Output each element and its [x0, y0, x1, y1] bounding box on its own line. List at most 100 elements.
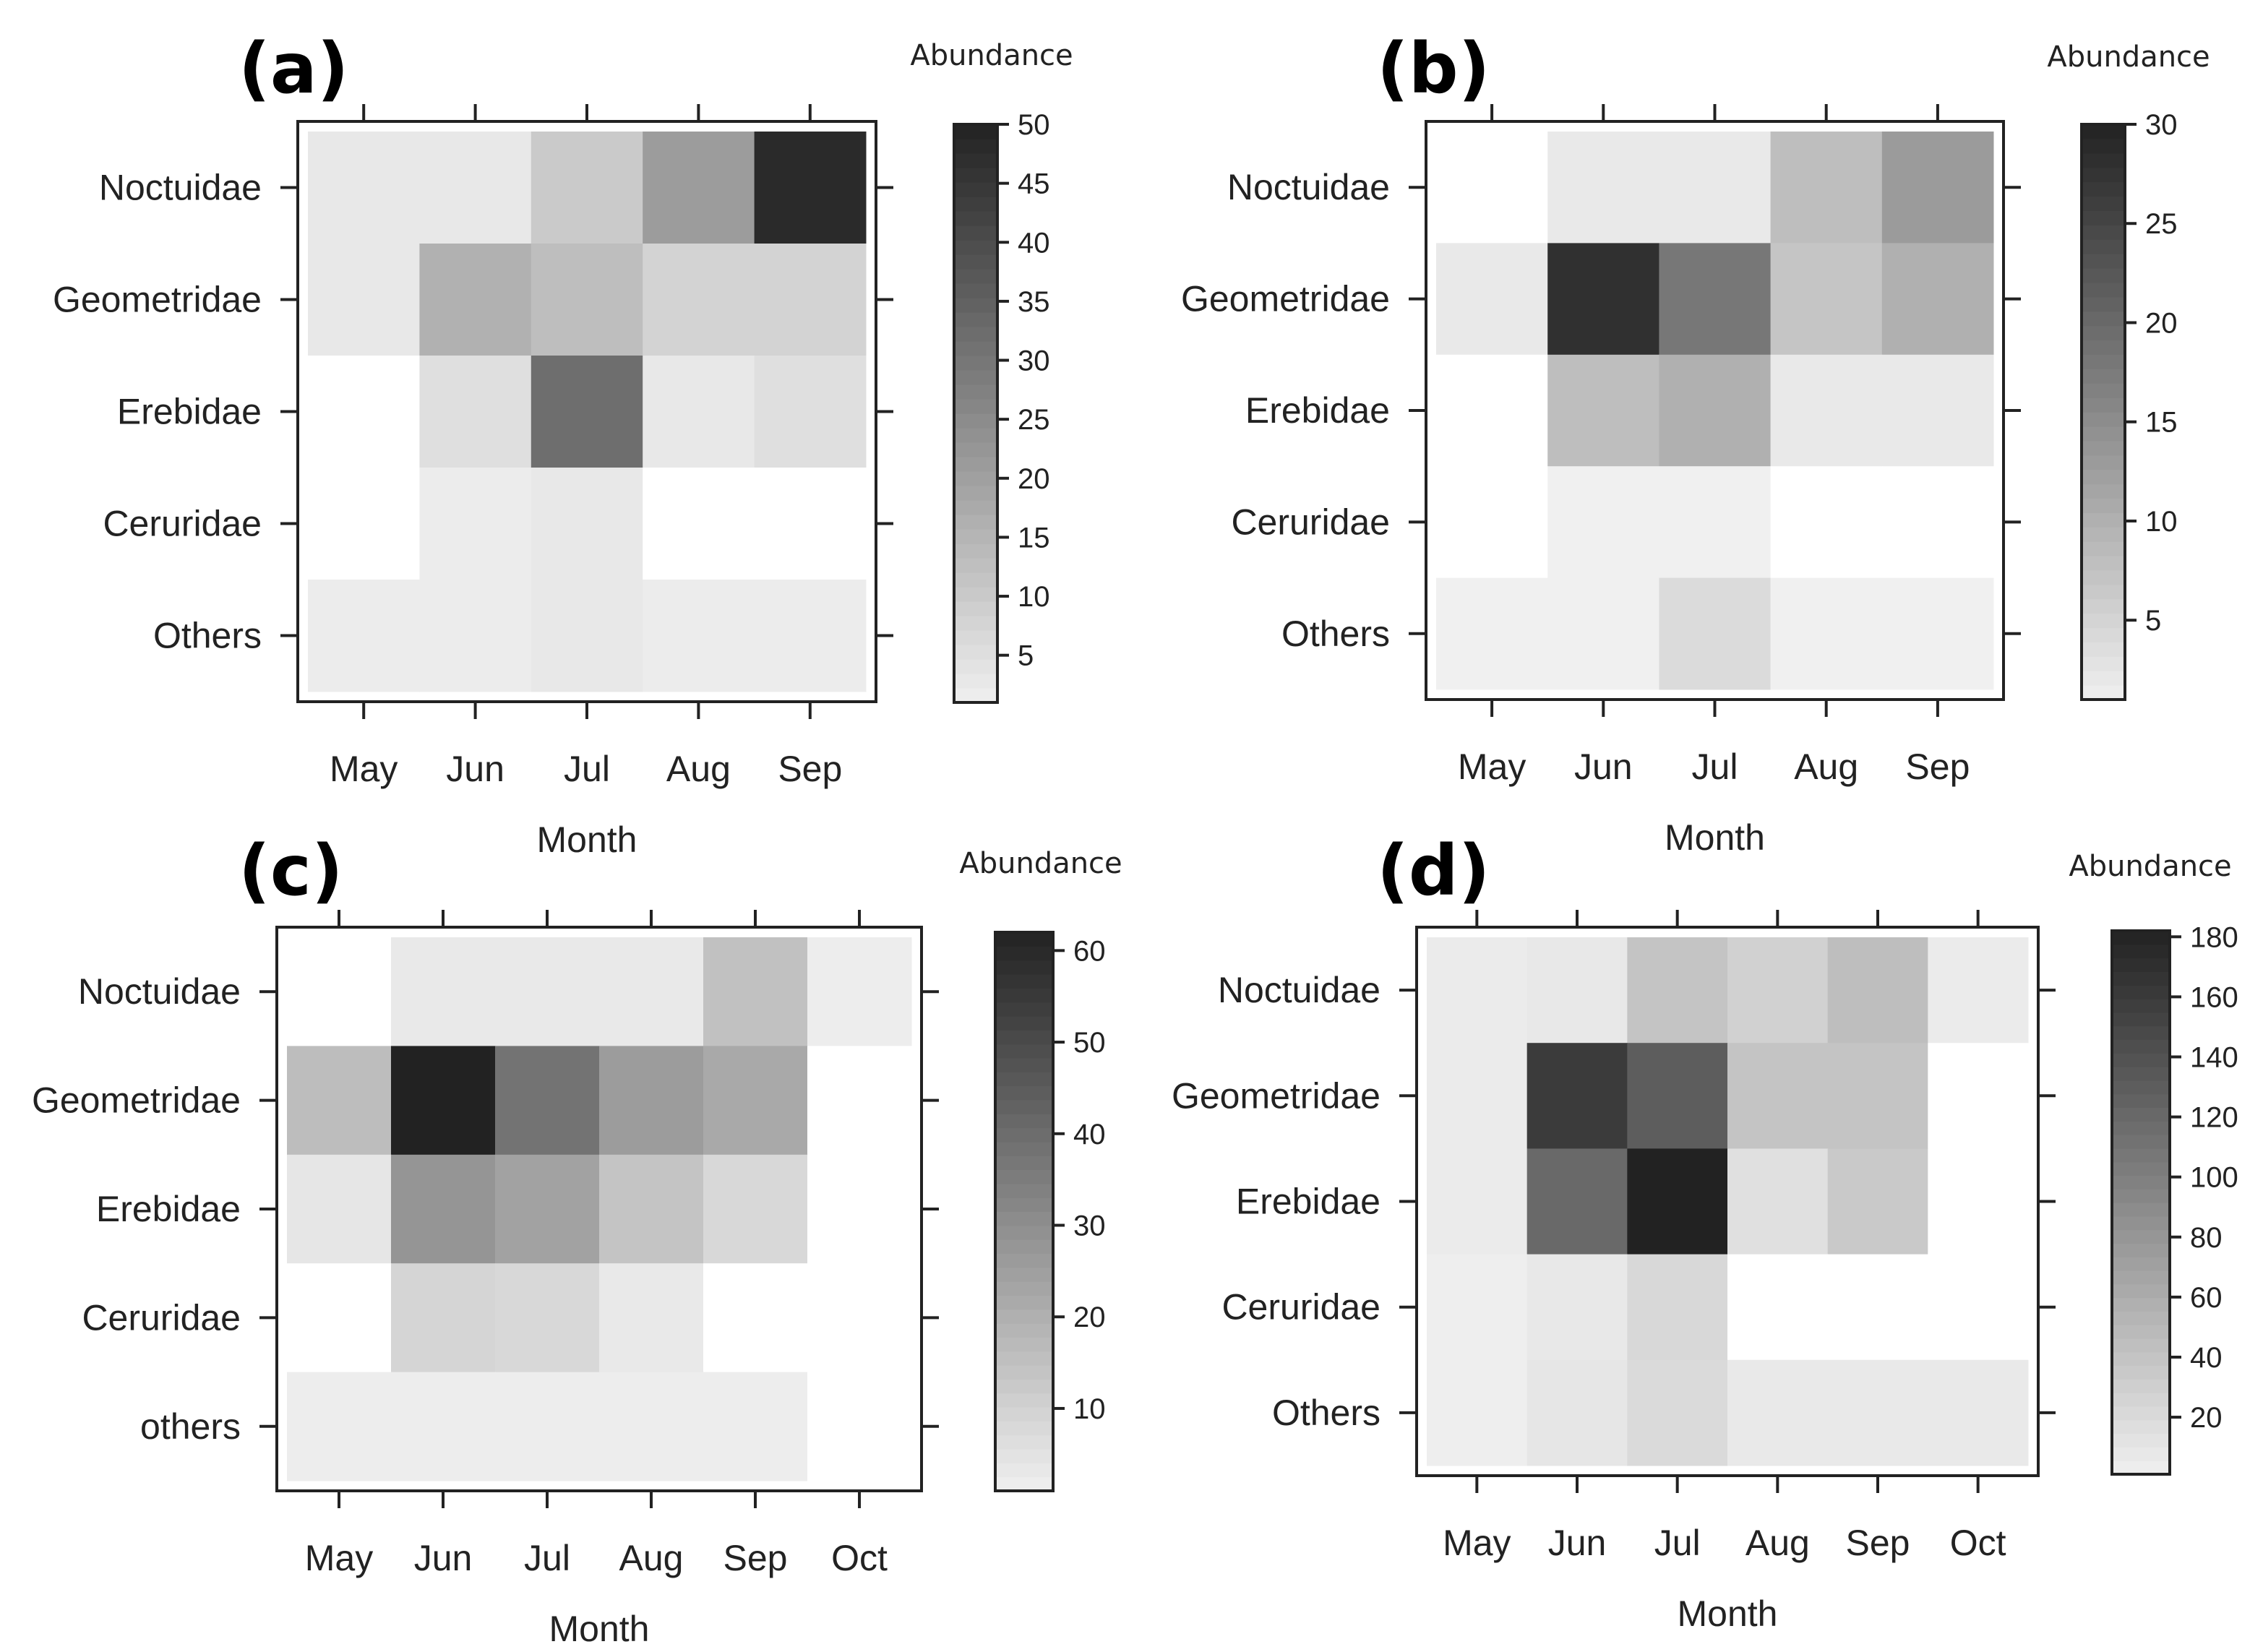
colorbar-step — [954, 254, 997, 270]
heatmap-cell — [754, 580, 867, 692]
colorbar-step — [995, 1072, 1053, 1087]
colorbar-step — [2112, 1338, 2170, 1353]
colorbar-step — [995, 1015, 1053, 1031]
colorbar-tick-label: 15 — [1018, 522, 1050, 554]
colorbar-step — [995, 1127, 1053, 1143]
colorbar-step — [954, 182, 997, 197]
colorbar-step — [995, 1197, 1053, 1213]
heatmap-cell — [1770, 354, 1883, 467]
colorbar-step — [954, 399, 997, 414]
colorbar-step — [2112, 958, 2170, 972]
heatmap-cell — [1627, 1254, 1728, 1361]
panel-label: (c) — [239, 830, 343, 911]
colorbar-frame — [953, 123, 999, 704]
colorbar-step — [954, 572, 997, 588]
heatmap-cell — [531, 580, 643, 692]
heatmap-cell — [1770, 466, 1883, 579]
heatmap-cell — [1526, 1254, 1628, 1361]
x-tick-label: Sep — [1846, 1523, 1910, 1563]
colorbar-step — [995, 1002, 1053, 1017]
colorbar-step — [954, 457, 997, 472]
heatmap-cell — [1881, 466, 1994, 579]
colorbar-step — [2112, 1447, 2170, 1461]
colorbar-step — [995, 1169, 1053, 1184]
heatmap-cell — [1547, 577, 1659, 690]
colorbar-tick-label: 10 — [2145, 506, 2178, 538]
heatmap-cell — [807, 937, 912, 1046]
colorbar-step — [954, 442, 997, 457]
colorbar-step — [2112, 1189, 2170, 1203]
heatmap-cell — [599, 1372, 704, 1481]
heatmap-cell — [1770, 577, 1883, 690]
colorbar-step — [995, 1476, 1053, 1492]
y-tick-label: Geometridae — [32, 1080, 241, 1121]
colorbar-step — [954, 601, 997, 616]
heatmap-cell — [1436, 243, 1548, 356]
colorbar-step — [954, 645, 997, 660]
heatmap-cell — [1659, 243, 1772, 356]
heatmap-cell — [495, 1263, 600, 1373]
colorbar-step — [2082, 569, 2125, 585]
x-tick-label: Sep — [723, 1538, 788, 1578]
heatmap-cell — [754, 244, 867, 356]
colorbar-step — [954, 225, 997, 241]
x-tick-label: Jul — [1654, 1523, 1701, 1563]
colorbar-step — [2112, 1325, 2170, 1339]
y-tick-label: Others — [1281, 614, 1390, 654]
colorbar-step — [995, 1044, 1053, 1059]
heatmap-cell — [1727, 1043, 1829, 1149]
colorbar-step — [995, 1267, 1053, 1282]
heatmap-cell — [1436, 466, 1548, 579]
colorbar-step — [2112, 1406, 2170, 1421]
x-tick-label: Jul — [564, 749, 610, 789]
colorbar-step — [995, 946, 1053, 961]
colorbar-step — [2112, 1025, 2170, 1040]
y-tick-label: Others — [1272, 1393, 1380, 1433]
colorbar-tick-label: 60 — [1073, 935, 1106, 967]
heatmap-cell — [1827, 1359, 1928, 1466]
heatmap-cell — [1928, 1148, 2029, 1255]
x-tick-label: May — [330, 749, 398, 789]
heatmap-cell — [1436, 354, 1548, 467]
colorbar-step — [995, 1099, 1053, 1114]
x-axis-title: Month — [537, 819, 637, 860]
colorbar-tick-label: 20 — [1073, 1302, 1106, 1333]
colorbar-step — [2112, 971, 2170, 986]
y-tick-label: Noctuidae — [1218, 970, 1380, 1010]
heatmap-cell — [308, 356, 420, 468]
colorbar-step — [995, 973, 1053, 989]
colorbar-step — [954, 486, 997, 501]
colorbar-step — [954, 413, 997, 429]
x-tick-label: May — [1458, 747, 1526, 787]
colorbar-step — [995, 1449, 1053, 1463]
colorbar-title: Abundance — [2069, 850, 2231, 883]
colorbar-step — [2082, 685, 2125, 700]
heatmap-cell — [1727, 937, 1829, 1044]
heatmap-cell — [1526, 1043, 1628, 1149]
colorbar-step — [2112, 1093, 2170, 1108]
colorbar-step — [2112, 1203, 2170, 1217]
colorbar-step — [2082, 627, 2125, 642]
y-tick-label: Geometridae — [1172, 1075, 1380, 1116]
heatmap-cell — [1526, 1148, 1628, 1255]
heatmap-cell — [1928, 1254, 2029, 1361]
y-tick-label: Erebidae — [117, 392, 262, 432]
colorbar-step — [2082, 613, 2125, 629]
y-tick-label: Noctuidae — [1227, 167, 1390, 207]
colorbar-tick-label: 25 — [1018, 404, 1050, 436]
panel-label: (b) — [1377, 28, 1490, 109]
colorbar-step — [2082, 254, 2125, 269]
colorbar-step — [995, 1295, 1053, 1310]
colorbar-step — [2112, 1419, 2170, 1434]
colorbar-step — [2082, 656, 2125, 671]
colorbar-step — [2082, 196, 2125, 211]
colorbar-tick-label: 10 — [1018, 581, 1050, 613]
colorbar-step — [954, 674, 997, 689]
colorbar-tick-label: 80 — [2190, 1222, 2223, 1254]
heatmap-cell — [287, 1372, 392, 1481]
colorbar-step — [2082, 397, 2125, 413]
heatmap-cell — [1727, 1148, 1829, 1255]
colorbar-step — [954, 515, 997, 530]
colorbar-tick-label: 180 — [2190, 921, 2238, 953]
heatmap-cell — [643, 132, 755, 244]
